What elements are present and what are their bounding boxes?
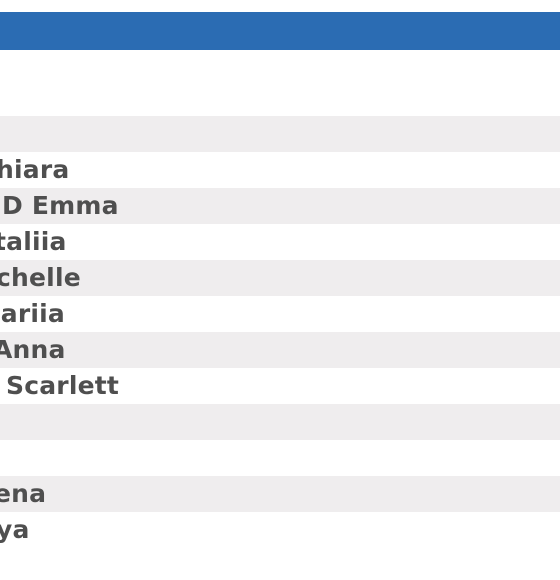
table-row [0, 440, 560, 476]
row-name: ena [0, 479, 47, 508]
table-row: chelle [0, 260, 560, 296]
table-row: hiara [0, 152, 560, 188]
row-name: lariia [0, 299, 65, 328]
table-row [0, 404, 560, 440]
row-name: hiara [0, 155, 70, 184]
table-row: Anna [0, 332, 560, 368]
table-row: taliia [0, 224, 560, 260]
row-name: chelle [0, 263, 81, 292]
names-table: hiara D Emma taliia chelle lariia Anna S… [0, 116, 560, 548]
row-name: Anna [0, 335, 66, 364]
row-name: ya [0, 515, 30, 544]
row-name: Scarlett [6, 371, 120, 400]
table-row: Scarlett [0, 368, 560, 404]
row-name: taliia [0, 227, 67, 256]
table-row: lariia [0, 296, 560, 332]
row-name: D Emma [2, 191, 119, 220]
header-bar [0, 12, 560, 50]
table-row: D Emma [0, 188, 560, 224]
table-row: ena [0, 476, 560, 512]
table-row [0, 116, 560, 152]
table-row: ya [0, 512, 560, 548]
